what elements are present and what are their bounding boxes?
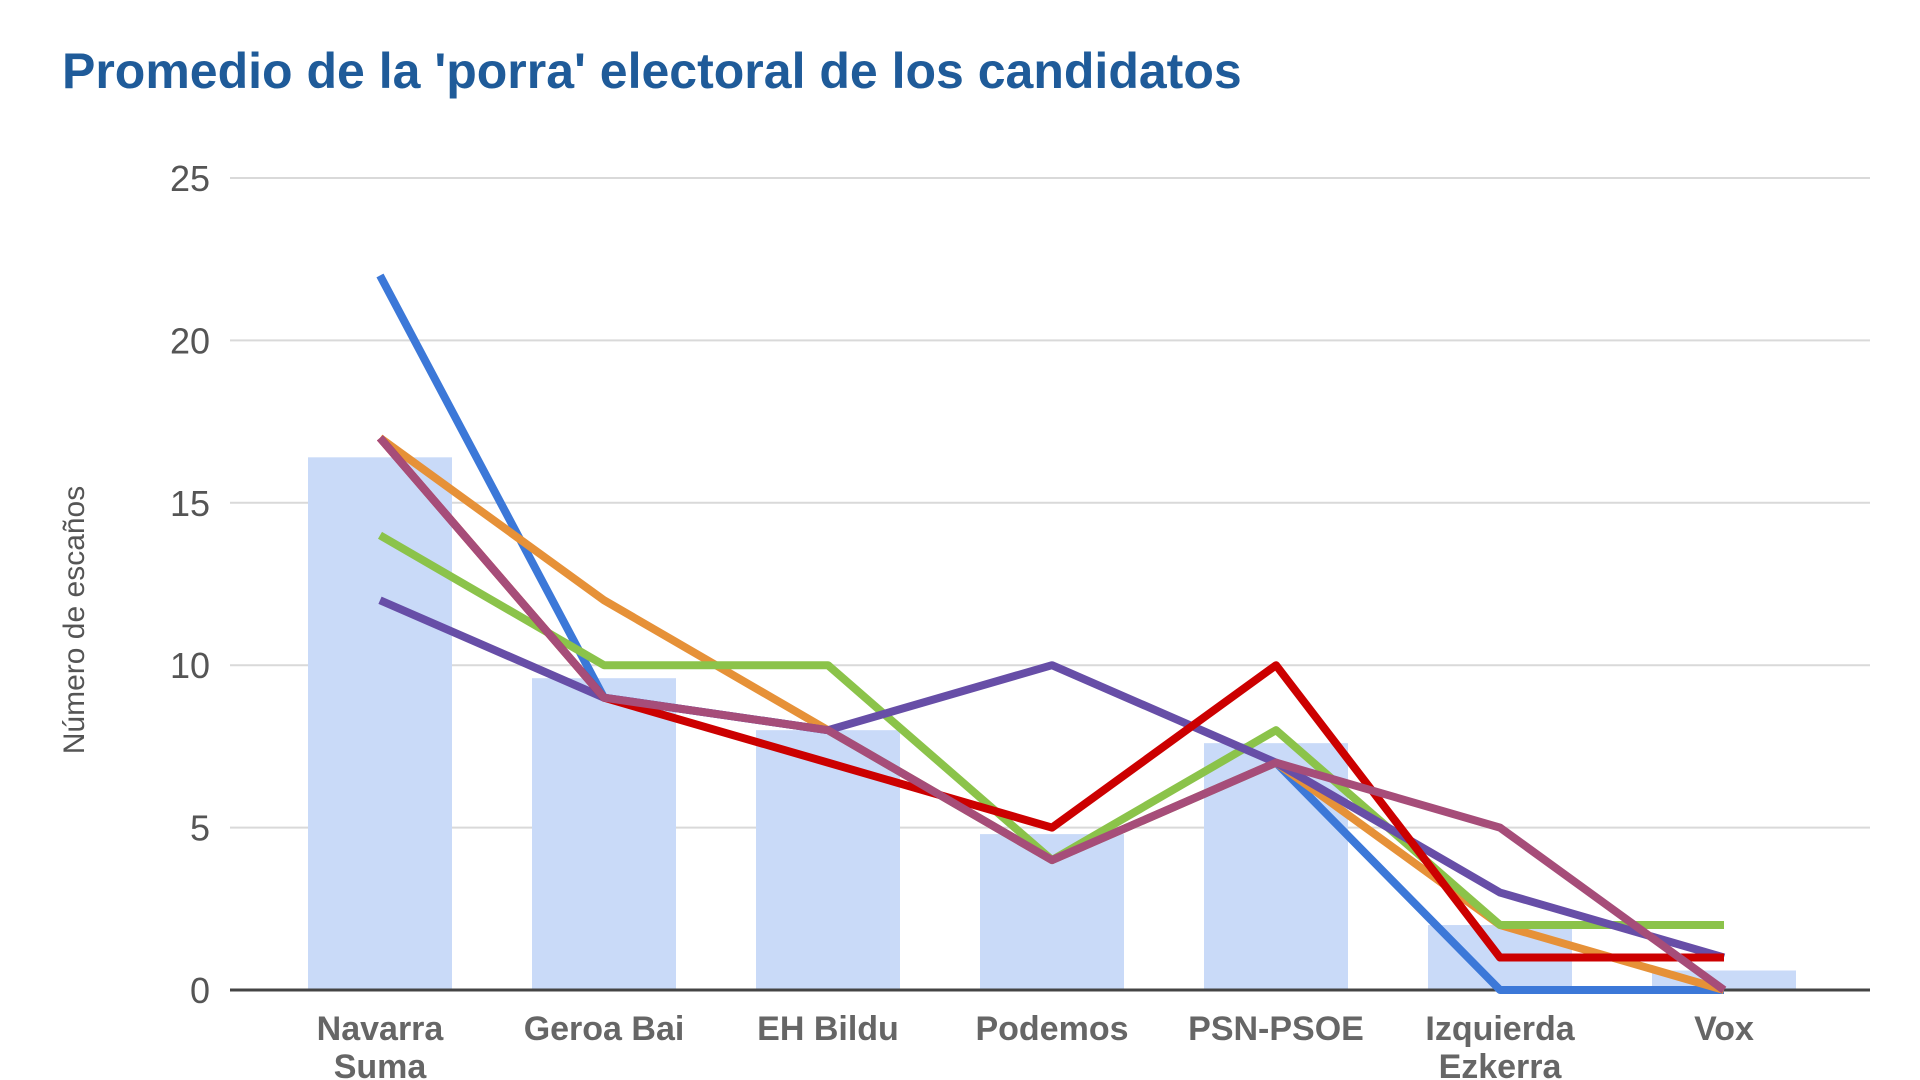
- bars: [308, 457, 1796, 990]
- x-tick-label: EH Bildu: [757, 1010, 899, 1048]
- bar: [1652, 970, 1796, 990]
- chart-title: Promedio de la 'porra' electoral de los …: [62, 43, 1242, 99]
- y-tick-labels: 0 5 10 15 20 25: [170, 158, 210, 1011]
- bar: [532, 678, 676, 990]
- bar: [308, 457, 452, 990]
- y-tick-label: 5: [190, 808, 210, 849]
- x-tick-label: PSN-PSOE: [1188, 1010, 1364, 1048]
- x-tick-label: Vox: [1694, 1010, 1754, 1048]
- y-tick-label: 10: [170, 645, 210, 686]
- series-line-6: [376, 435, 1727, 994]
- x-tick-label: Podemos: [975, 1010, 1128, 1048]
- x-tick-label: Geroa Bai: [524, 1010, 685, 1048]
- y-axis-label: Número de escaños: [58, 486, 91, 754]
- y-tick-label: 0: [190, 970, 210, 1011]
- x-tick-labels: Navarra Suma Geroa Bai EH Bildu Podemos PSN-P…: [317, 1010, 1754, 1080]
- bar: [756, 730, 900, 990]
- series-lines: [376, 273, 1727, 994]
- y-tick-label: 25: [170, 158, 210, 199]
- y-tick-label: 20: [170, 320, 210, 361]
- y-tick-label: 15: [170, 483, 210, 524]
- x-tick-label: Izquierda Ezkerra: [1425, 1010, 1575, 1080]
- x-tick-label: Navarra Suma: [317, 1010, 445, 1080]
